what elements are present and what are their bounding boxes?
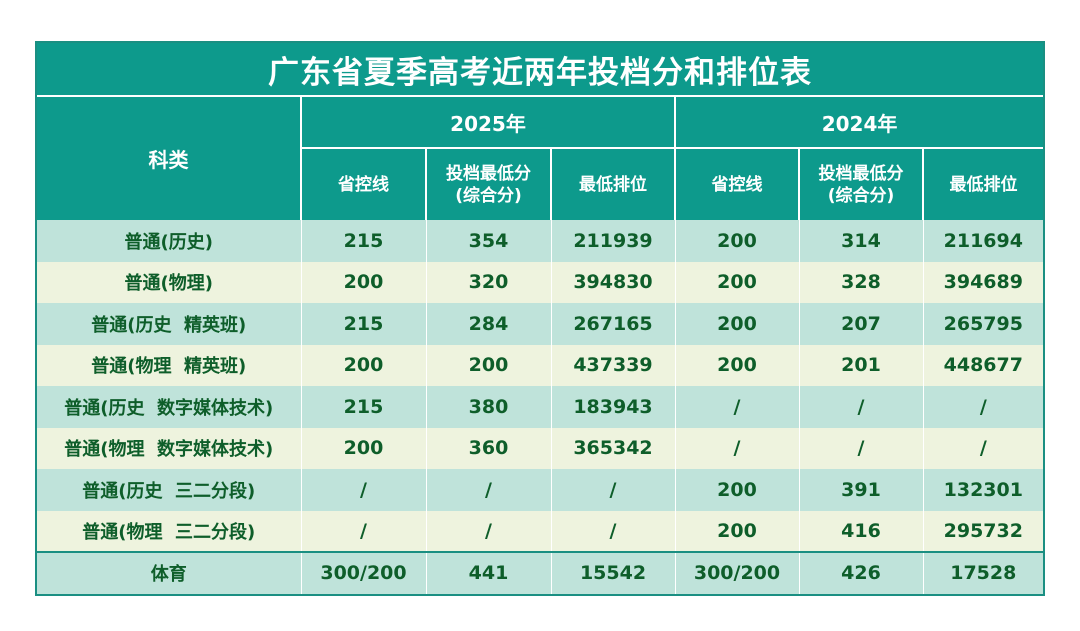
value-cell: 320 — [426, 261, 552, 303]
value-cell: 201 — [799, 344, 924, 386]
value-cell: 200 — [301, 344, 427, 386]
table-row: 普通(物理 三二分段) / / / 200 416 295732 — [37, 510, 1044, 552]
value-cell: / — [799, 427, 924, 469]
value-cell: 200 — [675, 220, 800, 262]
sub-header-control-line: 省控线 — [675, 148, 800, 220]
value-cell: / — [923, 427, 1044, 469]
subject-column-header: 科类 — [37, 96, 302, 220]
value-cell: 200 — [301, 427, 427, 469]
value-cell: 394830 — [551, 261, 676, 303]
value-cell: 200 — [675, 344, 800, 386]
sub-header-control-line: 省控线 — [301, 148, 427, 220]
value-cell: 295732 — [923, 510, 1044, 552]
value-cell: 132301 — [923, 469, 1044, 511]
sub-header-min-rank: 最低排位 — [551, 148, 676, 220]
value-cell: / — [551, 469, 676, 511]
subject-cell: 普通(物理 三二分段) — [37, 510, 302, 552]
table-row: 体育 300/200 441 15542 300/200 426 17528 — [37, 551, 1044, 594]
table-row: 普通(物理) 200 320 394830 200 328 394689 — [37, 261, 1044, 303]
value-cell: 265795 — [923, 303, 1044, 345]
value-cell: / — [675, 427, 800, 469]
value-cell: / — [301, 510, 427, 552]
subject-cell: 普通(历史 三二分段) — [37, 469, 302, 511]
value-cell: 426 — [799, 551, 924, 594]
value-cell: 215 — [301, 386, 427, 428]
value-cell: 15542 — [551, 551, 676, 594]
table-row: 普通(物理 数字媒体技术) 200 360 365342 / / / — [37, 427, 1044, 469]
value-cell: 380 — [426, 386, 552, 428]
sub-header-min-score: 投档最低分 (综合分) — [426, 148, 552, 220]
subject-cell: 普通(物理 数字媒体技术) — [37, 427, 302, 469]
score-table-container: 广东省夏季高考近两年投档分和排位表 科类 2025年 2024年 省控线 投档最… — [35, 41, 1045, 596]
value-cell: 200 — [426, 344, 552, 386]
subject-cell: 体育 — [37, 551, 302, 594]
sub-header-min-score: 投档最低分 (综合分) — [799, 148, 924, 220]
value-cell: / — [301, 469, 427, 511]
value-cell: 300/200 — [675, 551, 800, 594]
value-cell: 207 — [799, 303, 924, 345]
value-cell: / — [551, 510, 676, 552]
table-row: 普通(物理 精英班) 200 200 437339 200 201 448677 — [37, 344, 1044, 386]
year-header-2025: 2025年 — [301, 96, 676, 149]
value-cell: 328 — [799, 261, 924, 303]
value-cell: 211939 — [551, 220, 676, 262]
value-cell: / — [426, 510, 552, 552]
value-cell: 183943 — [551, 386, 676, 428]
value-cell: 365342 — [551, 427, 676, 469]
value-cell: / — [799, 386, 924, 428]
subject-cell: 普通(物理) — [37, 261, 302, 303]
subject-cell: 普通(历史) — [37, 220, 302, 262]
value-cell: / — [426, 469, 552, 511]
table-row: 普通(历史) 215 354 211939 200 314 211694 — [37, 220, 1044, 262]
value-cell: 200 — [301, 261, 427, 303]
sub-header-min-rank: 最低排位 — [949, 174, 1018, 195]
value-cell: 200 — [675, 261, 800, 303]
value-cell: 215 — [301, 303, 427, 345]
year-header-2024: 2024年 — [675, 96, 1044, 149]
value-cell: 284 — [426, 303, 552, 345]
value-cell: 391 — [799, 469, 924, 511]
value-cell: 200 — [675, 303, 800, 345]
subject-cell: 普通(历史 数字媒体技术) — [37, 386, 302, 428]
table-row: 普通(历史 数字媒体技术) 215 380 183943 / / / — [37, 386, 1044, 428]
score-table: 广东省夏季高考近两年投档分和排位表 科类 2025年 2024年 省控线 投档最… — [37, 43, 1044, 594]
value-cell: 300/200 — [301, 551, 427, 594]
value-cell: 394689 — [923, 261, 1044, 303]
value-cell: 267165 — [551, 303, 676, 345]
value-cell: 211694 — [923, 220, 1044, 262]
value-cell: 354 — [426, 220, 552, 262]
value-cell: 448677 — [923, 344, 1044, 386]
subject-cell: 普通(物理 精英班) — [37, 344, 302, 386]
value-cell: / — [675, 386, 800, 428]
value-cell: 416 — [799, 510, 924, 552]
value-cell: 215 — [301, 220, 427, 262]
value-cell: 200 — [675, 469, 800, 511]
subject-cell: 普通(历史 精英班) — [37, 303, 302, 345]
table-title: 广东省夏季高考近两年投档分和排位表 — [37, 43, 1044, 97]
value-cell: 441 — [426, 551, 552, 594]
table-row: 普通(历史 三二分段) / / / 200 391 132301 — [37, 469, 1044, 511]
value-cell: 17528 — [923, 551, 1044, 594]
table-body: 普通(历史) 215 354 211939 200 314 211694 普通(… — [37, 220, 1044, 594]
value-cell: 200 — [675, 510, 800, 552]
value-cell: 314 — [799, 220, 924, 262]
value-cell: / — [923, 386, 1044, 428]
value-cell: 437339 — [551, 344, 676, 386]
table-row: 普通(历史 精英班) 215 284 267165 200 207 265795 — [37, 303, 1044, 345]
value-cell: 360 — [426, 427, 552, 469]
